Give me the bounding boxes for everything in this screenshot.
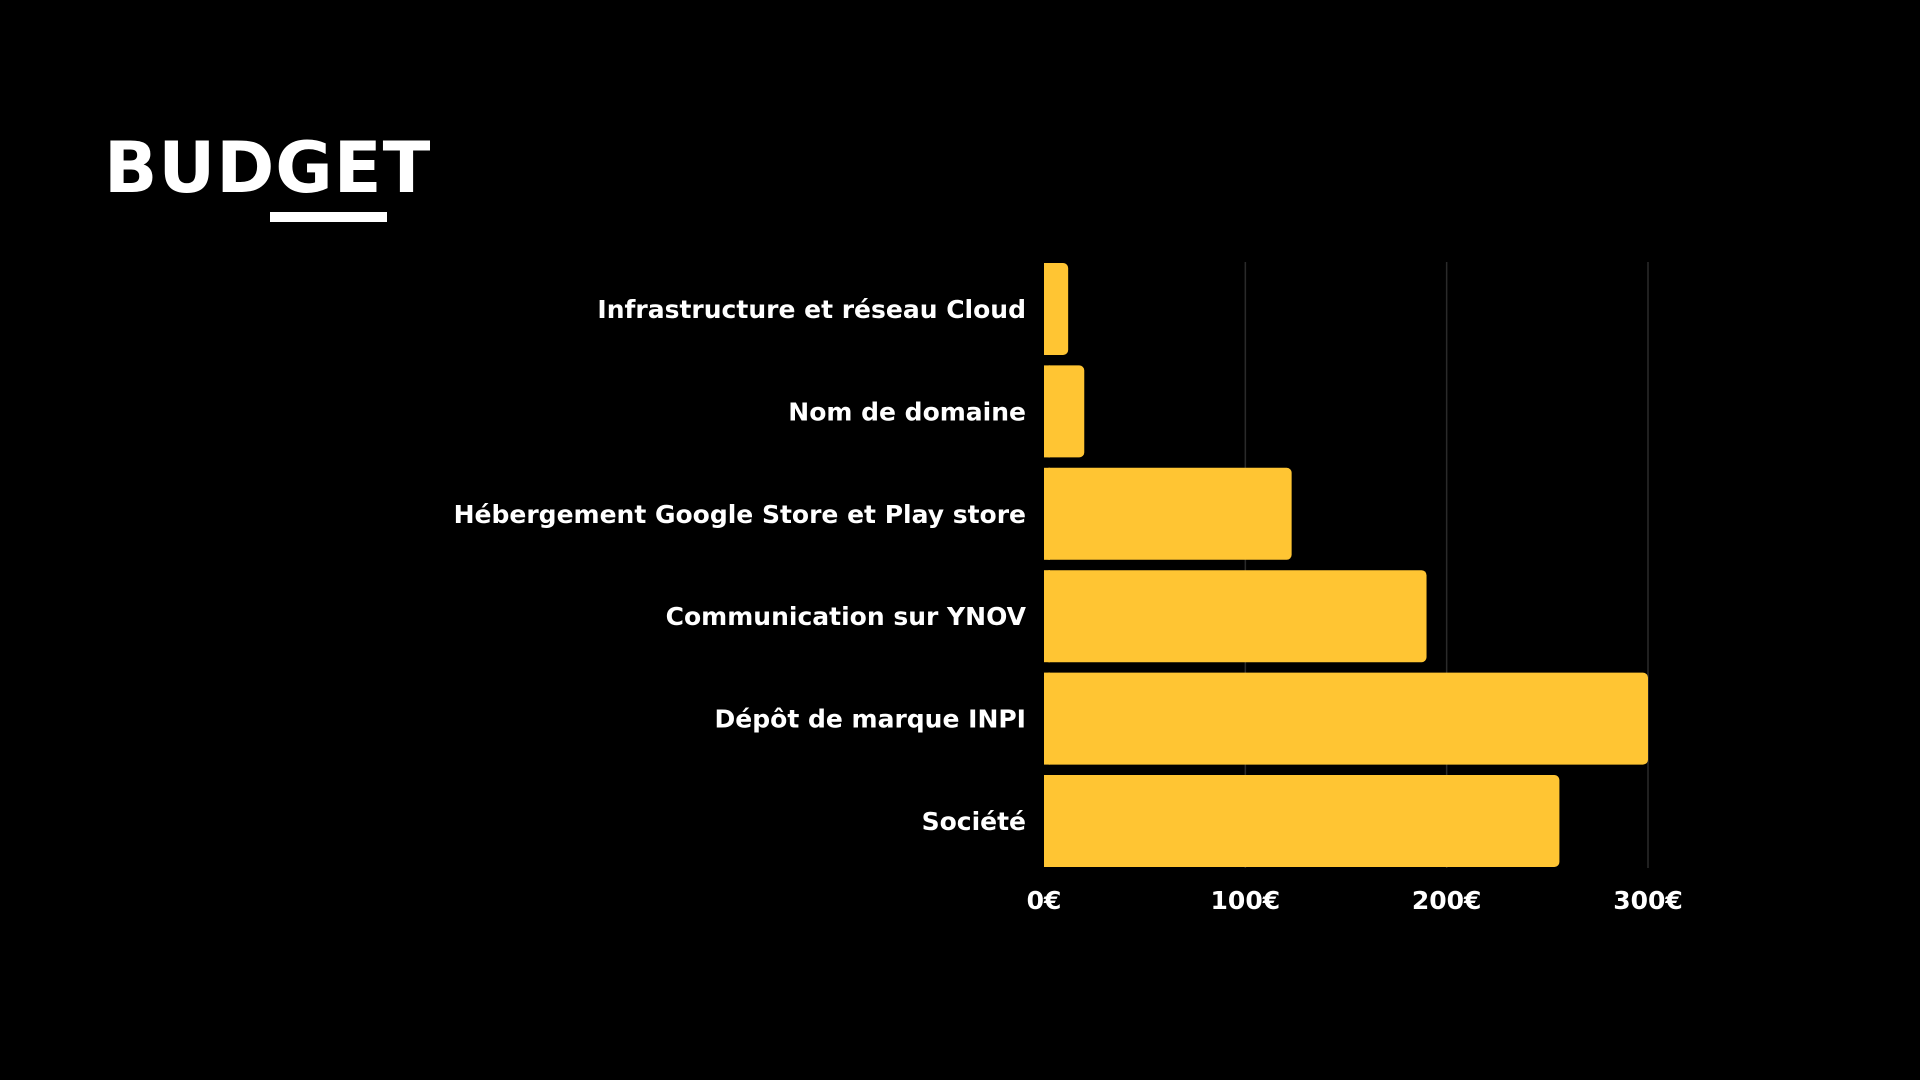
- grid-lines: [1244, 262, 1649, 868]
- bar-base: [1044, 263, 1050, 355]
- category-labels: Infrastructure et réseau Cloud Nom de dom…: [454, 295, 1027, 836]
- category-label: Communication sur YNOV: [666, 602, 1027, 631]
- bar: [1044, 263, 1069, 355]
- slide-title: BUDGET: [104, 127, 432, 209]
- bars: [1044, 263, 1648, 867]
- x-tick-label: 0€: [1027, 886, 1062, 915]
- bar: [1044, 570, 1427, 663]
- bar: [1044, 467, 1292, 560]
- bar-base: [1044, 365, 1050, 458]
- category-label: Nom de domaine: [788, 397, 1026, 426]
- bar-base: [1044, 467, 1050, 560]
- category-label: Société: [922, 807, 1026, 836]
- x-tick-label: 200€: [1412, 886, 1482, 915]
- x-axis-tick-labels: 0€ 100€ 200€ 300€: [1027, 886, 1683, 915]
- bar-base: [1044, 672, 1050, 765]
- bar: [1044, 775, 1560, 867]
- bar-base: [1044, 775, 1050, 867]
- category-label: Hébergement Google Store et Play store: [454, 500, 1026, 529]
- bar: [1044, 365, 1085, 458]
- title-underline: [270, 212, 387, 222]
- category-label: Infrastructure et réseau Cloud: [597, 295, 1026, 324]
- bar: [1044, 672, 1648, 765]
- bar-base: [1044, 570, 1050, 663]
- x-tick-label: 100€: [1211, 886, 1281, 915]
- category-label: Dépôt de marque INPI: [715, 705, 1026, 734]
- x-tick-label: 300€: [1613, 886, 1683, 915]
